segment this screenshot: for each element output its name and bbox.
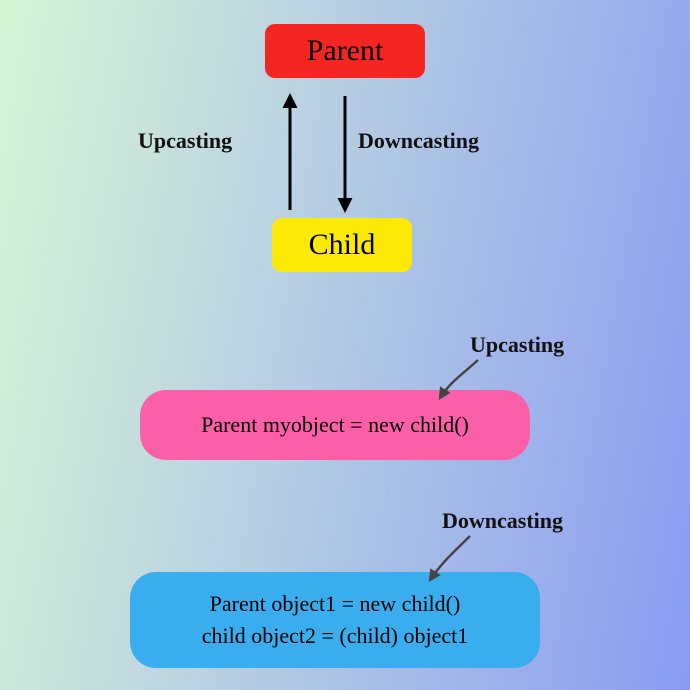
- child-box: Child: [272, 218, 412, 272]
- parent-label: Parent: [307, 34, 384, 68]
- upcasting-code-text: Parent myobject = new child(): [201, 412, 469, 438]
- downcasting-annotation: Downcasting: [442, 508, 563, 534]
- child-label: Child: [309, 228, 376, 262]
- downcasting-label: Downcasting: [358, 128, 479, 154]
- diagram-canvas: Parent Child Upcasting Downcasting Paren…: [0, 0, 690, 690]
- upcasting-label: Upcasting: [138, 128, 232, 154]
- downcasting-code-box: Parent object1 = new child() child objec…: [130, 572, 540, 668]
- downcasting-code-line1: Parent object1 = new child(): [202, 588, 469, 620]
- parent-box: Parent: [265, 24, 425, 78]
- upcasting-annotation: Upcasting: [470, 332, 564, 358]
- upcasting-code-box: Parent myobject = new child(): [140, 390, 530, 460]
- downcasting-code-line2: child object2 = (child) object1: [202, 620, 469, 652]
